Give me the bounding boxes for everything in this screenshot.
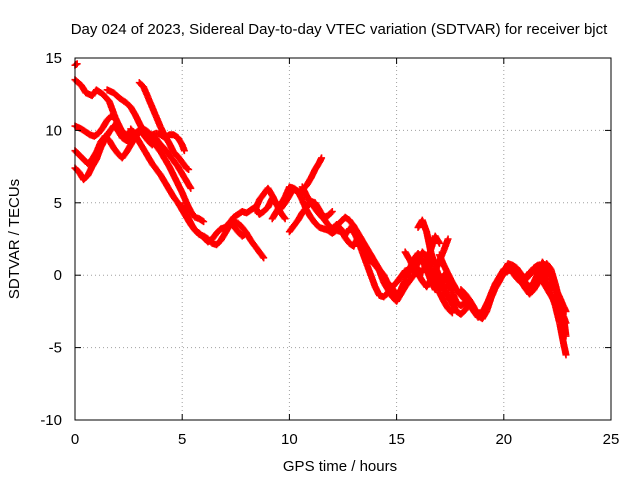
x-tick-label: 25 xyxy=(603,431,620,448)
data-trace xyxy=(150,130,188,153)
x-tick-label: 5 xyxy=(178,431,186,448)
y-tick-label: 0 xyxy=(54,267,62,284)
series-track-7 xyxy=(71,122,156,184)
data-trace xyxy=(458,259,569,322)
data-trace xyxy=(72,123,155,182)
y-tick-label: -10 xyxy=(40,412,62,429)
plot-frame xyxy=(74,57,612,421)
series-track-21 xyxy=(457,258,570,323)
x-tick-label: 15 xyxy=(388,431,405,448)
chart-title: Day 024 of 2023, Sidereal Day-to-day VTE… xyxy=(71,21,608,38)
data-trace xyxy=(509,267,569,325)
series-track-3 xyxy=(103,86,208,226)
grid xyxy=(75,58,611,420)
y-tick-label: -5 xyxy=(49,340,62,357)
series-track-22 xyxy=(508,267,570,327)
x-tick-label: 20 xyxy=(495,431,512,448)
y-tick-label: 5 xyxy=(54,195,62,212)
x-axis-label: GPS time / hours xyxy=(283,458,397,475)
y-tick-label: 10 xyxy=(45,122,62,139)
y-tick-label: 15 xyxy=(45,50,62,67)
x-tick-label: 10 xyxy=(281,431,298,448)
x-tick-label: 0 xyxy=(71,431,79,448)
data-points xyxy=(71,60,570,359)
series-track-9 xyxy=(148,129,188,155)
y-axis-label: SDTVAR / TECUs xyxy=(6,179,23,299)
axis-ticks: 0 5 10 15 20 25 -10 -5 0 5 10 15 xyxy=(40,50,619,448)
data-trace xyxy=(72,61,80,68)
